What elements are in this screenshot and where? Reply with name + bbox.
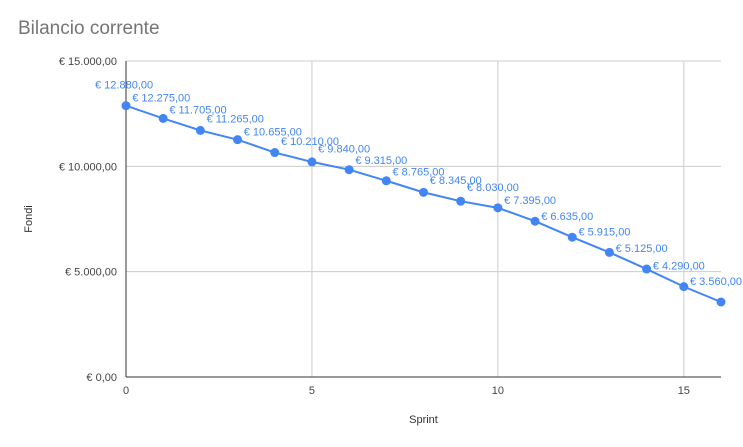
data-point (530, 216, 540, 226)
data-label: € 7.395,00 (504, 195, 556, 207)
data-point (233, 135, 243, 145)
data-label: € 9.315,00 (355, 155, 407, 167)
data-label: € 11.265,00 (207, 114, 264, 126)
data-point (716, 297, 726, 307)
data-point (344, 165, 354, 175)
y-tick-label: € 0,00 (86, 372, 117, 384)
grid-lines (126, 60, 721, 377)
data-point (121, 101, 131, 111)
data-label: € 8.765,00 (393, 166, 445, 178)
data-point (456, 196, 466, 206)
y-axis-label: Fondi (23, 205, 35, 233)
x-tick-label: 15 (678, 385, 690, 397)
data-point (270, 148, 280, 158)
x-tick-label: 5 (309, 385, 315, 397)
series-line (125, 104, 722, 303)
data-point (307, 157, 317, 167)
data-label: € 8.030,00 (467, 182, 519, 194)
data-point (567, 232, 577, 242)
data-label: € 12.275,00 (132, 92, 190, 104)
data-point (195, 125, 205, 135)
data-label: € 12.880,00 (95, 80, 153, 92)
data-label: € 6.635,00 (541, 211, 593, 223)
data-point (642, 264, 652, 274)
data-label: € 3.560,00 (690, 276, 742, 288)
data-label: € 8.345,00 (430, 175, 482, 187)
x-tick-label: 0 (123, 385, 129, 397)
x-axis-label: Sprint (409, 414, 438, 426)
data-point (679, 282, 689, 292)
data-point (604, 247, 614, 257)
tick-labels: € 0,00 € 5.000,00 € 10.000,00 € 15.000,00 0 5… (59, 56, 690, 397)
data-points (121, 101, 726, 307)
data-labels: € 12.880,00€ 12.275,00€ 11.705,00€ 11.26… (95, 80, 742, 288)
data-point (419, 187, 428, 197)
chart-title: Bilancio corrente (18, 18, 160, 39)
x-tick-label: 10 (492, 385, 504, 397)
data-label: € 4.290,00 (653, 261, 705, 273)
axes (125, 61, 721, 378)
data-label: € 10.210,00 (281, 136, 339, 148)
data-label: € 10.655,00 (244, 127, 302, 139)
data-label: € 9.840,00 (318, 144, 370, 156)
data-label: € 5.915,00 (578, 226, 630, 238)
data-point (493, 203, 503, 213)
data-point (158, 113, 168, 123)
y-tick-label: € 5.000,00 (65, 267, 117, 279)
y-tick-label: € 10.000,00 (59, 161, 117, 173)
y-tick-label: € 15.000,00 (59, 56, 117, 68)
data-point (381, 176, 391, 186)
data-label: € 11.705,00 (169, 104, 226, 116)
series-polyline (125, 104, 722, 303)
data-label: € 5.125,00 (616, 243, 668, 255)
